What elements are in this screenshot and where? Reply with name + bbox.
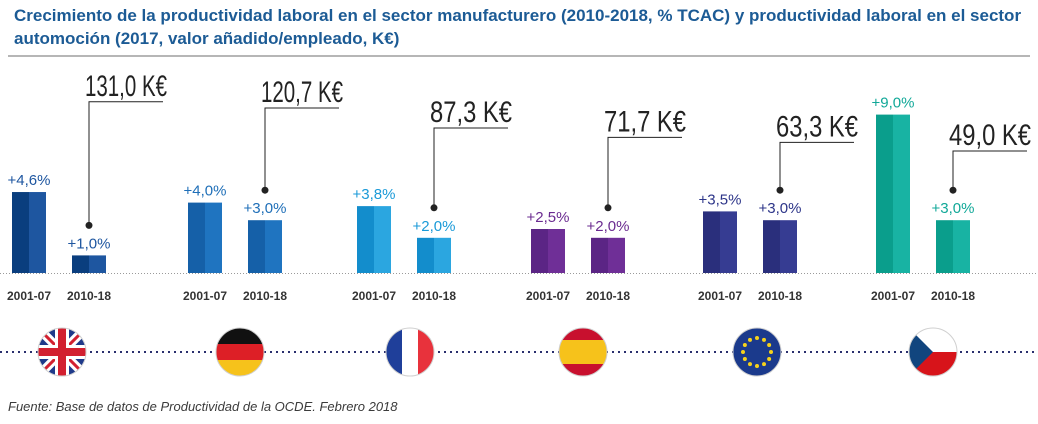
title-divider xyxy=(8,55,1030,57)
period-label: 2001-07 xyxy=(183,289,227,303)
france-flag-icon xyxy=(385,327,435,377)
bar-czech-republic-2001-07 xyxy=(876,114,910,273)
chart-title: Crecimiento de la productividad laboral … xyxy=(14,6,1022,48)
callout-line xyxy=(88,101,163,226)
bar-left-face xyxy=(936,220,953,273)
bar-value-label: +4,0% xyxy=(184,183,227,200)
callout-line xyxy=(607,136,682,208)
bar-left-face xyxy=(763,220,780,273)
bar-right-face xyxy=(374,206,391,273)
bar-left-face xyxy=(531,229,548,273)
callout-line xyxy=(779,141,854,191)
bar-value-label: +1,0% xyxy=(68,235,111,252)
bar-left-face xyxy=(248,220,265,273)
bar-value-label: +2,0% xyxy=(587,218,630,235)
bar-left-face xyxy=(703,211,720,273)
bar-value-label: +3,0% xyxy=(759,200,802,217)
callout-line xyxy=(264,107,339,191)
period-label: 2001-07 xyxy=(352,289,396,303)
bar-value-label: +3,0% xyxy=(244,200,287,217)
germany-flag-icon xyxy=(215,327,265,377)
bar-right-face xyxy=(720,211,737,273)
period-label: 2010-18 xyxy=(67,289,111,303)
bar-france-2001-07 xyxy=(357,206,391,273)
bar-european-union-2001-07 xyxy=(703,211,737,273)
bar-germany-2010-18 xyxy=(248,220,282,273)
period-label: 2010-18 xyxy=(243,289,287,303)
united-kingdom-flag-icon xyxy=(37,327,87,377)
auto-productivity-label: 63,3 K€ xyxy=(776,110,858,143)
bar-left-face xyxy=(188,202,205,273)
bar-value-label: +4,6% xyxy=(8,172,51,189)
source-note: Fuente: Base de datos de Productividad d… xyxy=(8,399,398,414)
bar-left-face xyxy=(357,206,374,273)
bar-right-face xyxy=(265,220,282,273)
bar-united-kingdom-2010-18 xyxy=(72,255,106,273)
bar-right-face xyxy=(29,192,46,273)
auto-productivity-label: 49,0 K€ xyxy=(949,119,1031,152)
bar-value-label: +3,8% xyxy=(353,186,396,203)
callout-line xyxy=(433,127,508,208)
period-label: 2001-07 xyxy=(7,289,51,303)
bar-left-face xyxy=(72,255,89,273)
bar-right-face xyxy=(548,229,565,273)
auto-productivity-label: 87,3 K€ xyxy=(430,96,512,129)
bar-germany-2001-07 xyxy=(188,202,222,273)
bar-united-kingdom-2001-07 xyxy=(12,192,46,273)
auto-productivity-label: 131,0 K€ xyxy=(85,70,167,103)
spain-flag-icon xyxy=(558,327,608,377)
bar-value-label: +3,5% xyxy=(699,191,742,208)
period-label: 2010-18 xyxy=(931,289,975,303)
bar-left-face xyxy=(876,114,893,273)
bar-czech-republic-2010-18 xyxy=(936,220,970,273)
bar-left-face xyxy=(12,192,29,273)
bar-france-2010-18 xyxy=(417,237,451,273)
auto-productivity-label: 120,7 K€ xyxy=(261,76,343,109)
period-label: 2001-07 xyxy=(871,289,915,303)
bar-value-label: +2,5% xyxy=(527,209,570,226)
bar-spain-2001-07 xyxy=(531,229,565,273)
bar-right-face xyxy=(205,202,222,273)
period-label: 2001-07 xyxy=(526,289,570,303)
bar-left-face xyxy=(591,237,608,273)
european-union-flag-icon xyxy=(732,327,782,377)
bar-value-label: +3,0% xyxy=(932,200,975,217)
bar-left-face xyxy=(417,237,434,273)
bar-right-face xyxy=(434,237,451,273)
bar-european-union-2010-18 xyxy=(763,220,797,273)
callout-line xyxy=(952,150,1027,191)
bar-right-face xyxy=(608,237,625,273)
bar-right-face xyxy=(780,220,797,273)
czech-republic-flag-icon xyxy=(908,327,958,377)
period-label: 2010-18 xyxy=(412,289,456,303)
bar-spain-2010-18 xyxy=(591,237,625,273)
bar-right-face xyxy=(89,255,106,273)
bar-value-label: +2,0% xyxy=(413,218,456,235)
auto-productivity-label: 71,7 K€ xyxy=(604,105,686,138)
bar-value-label: +9,0% xyxy=(872,95,915,112)
period-label: 2001-07 xyxy=(698,289,742,303)
period-label: 2010-18 xyxy=(586,289,630,303)
bar-right-face xyxy=(893,114,910,273)
bar-right-face xyxy=(953,220,970,273)
period-label: 2010-18 xyxy=(758,289,802,303)
